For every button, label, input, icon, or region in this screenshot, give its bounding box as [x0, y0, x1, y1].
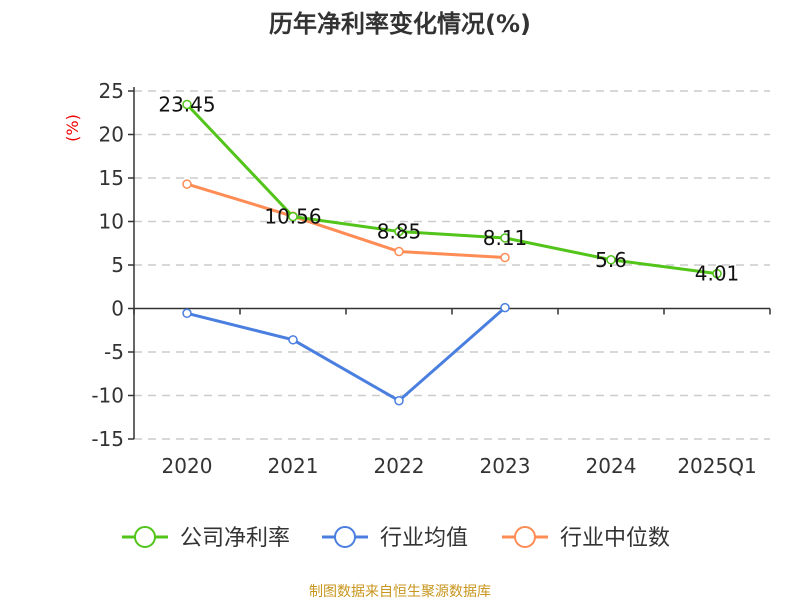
data-point[interactable]	[712, 268, 722, 279]
data-label: 23.45	[158, 92, 215, 116]
data-label: 5.6	[595, 248, 627, 272]
series-line	[186, 306, 506, 403]
source-note: 制图数据来自恒生聚源数据库	[309, 584, 491, 600]
series-line	[186, 182, 506, 260]
data-label: 8.85	[377, 220, 422, 244]
data-point[interactable]	[182, 99, 192, 110]
y-tick-label: 10	[99, 210, 124, 234]
data-point[interactable]	[500, 233, 510, 243]
data-point[interactable]	[394, 226, 404, 237]
data-label: 8.11	[483, 226, 528, 250]
x-tick-label: 2020	[162, 454, 213, 478]
y-tick-label: 20	[99, 123, 124, 147]
y-tick-label: -5	[104, 340, 124, 364]
y-axis-label: (%)	[63, 114, 82, 142]
chart-title: 历年净利率变化情况(%)	[269, 10, 531, 38]
x-tick-label: 2022	[374, 454, 425, 478]
data-point[interactable]	[288, 335, 298, 345]
x-tick-label: 2025Q1	[677, 454, 756, 478]
data-point[interactable]	[182, 308, 192, 319]
legend-item[interactable]: 行业均值	[322, 526, 468, 551]
x-tick-label: 2021	[268, 454, 319, 478]
legend-item[interactable]: 公司净利率	[122, 526, 290, 551]
data-point[interactable]	[394, 395, 404, 406]
x-tick-label: 2024	[586, 454, 637, 478]
y-tick-label: 5	[111, 253, 124, 277]
data-label: 10.56	[264, 205, 321, 229]
legend-label: 公司净利率	[180, 526, 290, 551]
data-label: 4.01	[695, 262, 740, 286]
y-tick-label: -10	[91, 384, 124, 408]
legend-marker	[334, 526, 356, 548]
data-point[interactable]	[606, 255, 616, 265]
data-point[interactable]	[500, 252, 510, 263]
data-point[interactable]	[394, 246, 404, 257]
legend-marker	[514, 526, 536, 548]
y-tick-label: 25	[99, 79, 124, 103]
y-tick-label: 0	[111, 297, 124, 321]
y-tick-label: -15	[91, 427, 124, 451]
data-point[interactable]	[182, 179, 192, 189]
legend-item[interactable]: 行业中位数	[502, 526, 670, 551]
legend-label: 行业中位数	[560, 526, 670, 551]
series-line	[185, 103, 718, 276]
x-tick-label: 2023	[480, 454, 531, 478]
y-tick-label: 15	[99, 166, 124, 190]
legend-label: 行业均值	[380, 526, 468, 551]
data-point[interactable]	[500, 302, 510, 313]
data-point[interactable]	[288, 211, 298, 222]
legend-marker	[134, 526, 156, 548]
